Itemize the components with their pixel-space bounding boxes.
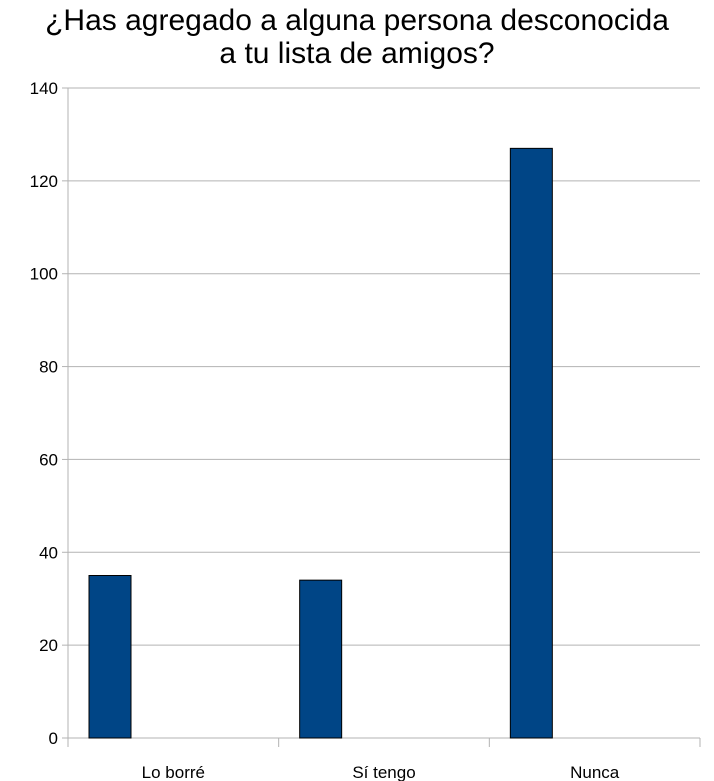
bar-3 <box>509 147 553 739</box>
y-tick-label: 80 <box>39 358 58 377</box>
y-tick-label: 40 <box>39 543 58 562</box>
y-tick-label: 100 <box>30 265 58 284</box>
x-tick-label: Nunca <box>570 763 620 781</box>
x-tick-label: Sí tengo <box>352 763 415 781</box>
y-tick-label: 140 <box>30 79 58 98</box>
x-tick-label: Lo borré <box>142 763 205 781</box>
y-tick-label: 0 <box>49 729 58 748</box>
y-tick-label: 120 <box>30 172 58 191</box>
chart-title: ¿Has agregado a alguna persona desconoci… <box>0 4 714 70</box>
y-tick-label: 60 <box>39 450 58 469</box>
bar-1 <box>88 575 132 739</box>
chart-title-line-1: ¿Has agregado a alguna persona desconoci… <box>45 4 669 37</box>
chart-title-line-2: a tu lista de amigos? <box>219 37 495 70</box>
bar-2 <box>299 579 343 739</box>
y-tick-label: 20 <box>39 636 58 655</box>
